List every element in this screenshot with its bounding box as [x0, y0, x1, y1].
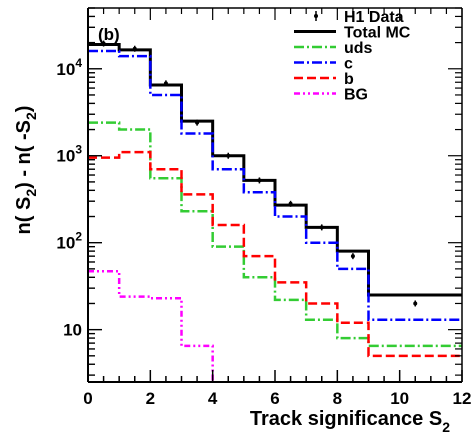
y-tick-label-base: 10	[56, 234, 75, 253]
data-point-marker	[257, 178, 262, 183]
y-tick-label-base: 10	[56, 147, 75, 166]
y-tick-label: 104	[56, 56, 82, 79]
series-c	[88, 49, 462, 321]
y-tick-label-base: 10	[63, 321, 82, 340]
data-point	[132, 45, 137, 52]
legend-label: BG	[344, 87, 368, 104]
panel-label: (b)	[98, 25, 120, 44]
y-tick-label-base: 10	[56, 60, 75, 79]
data-point-marker	[226, 153, 231, 158]
legend-entry-total-mc: Total MC	[294, 25, 411, 42]
data-point	[288, 200, 293, 207]
x-tick-label: 10	[390, 389, 409, 408]
y-axis-label-sub-2: 2	[23, 112, 39, 120]
data-point	[319, 224, 324, 231]
data-point-marker	[195, 120, 200, 125]
data-point	[226, 152, 231, 159]
x-tick-label: 2	[146, 389, 155, 408]
data-point	[257, 177, 262, 184]
data-point	[350, 253, 355, 260]
y-tick-label-exponent: 2	[75, 230, 82, 244]
y-tick-label: 103	[56, 143, 82, 166]
x-axis-label-subscript: 2	[442, 419, 450, 435]
legend-label: uds	[344, 40, 373, 57]
series-bg	[88, 269, 214, 382]
x-axis-label: Track significance S2	[250, 408, 450, 435]
data-point-marker	[288, 201, 293, 206]
y-tick-label-exponent: 3	[75, 143, 82, 157]
y-tick-label: 102	[56, 230, 82, 253]
legend-entry-uds: uds	[294, 40, 373, 57]
y-tick-label-exponent: 4	[75, 56, 82, 70]
x-tick-label: 8	[333, 389, 342, 408]
histograms	[88, 43, 462, 382]
x-tick-label: 0	[83, 389, 92, 408]
x-axis-label-main: Track significance S	[250, 408, 442, 430]
y-axis-label-part-2: ) - n( -S	[13, 120, 35, 189]
data-point-marker	[132, 46, 137, 51]
legend-entry-c: c	[294, 56, 353, 73]
data-point	[413, 300, 418, 307]
x-tick-label: 6	[270, 389, 279, 408]
legend-label: H1 Data	[344, 9, 404, 26]
data-point-marker	[163, 81, 168, 86]
data-point-marker	[350, 254, 355, 259]
series-uds	[88, 121, 462, 348]
data-point-marker	[101, 41, 106, 46]
legend-label: Total MC	[344, 25, 411, 42]
legend-entry-bg: BG	[294, 87, 368, 104]
x-tick-label: 12	[453, 389, 472, 408]
data-point-marker	[319, 225, 324, 230]
series-total-mc	[88, 43, 462, 297]
data-point	[163, 80, 168, 87]
y-axis-label-sub-1: 2	[23, 189, 39, 197]
legend-label: b	[344, 71, 354, 88]
legend-label: c	[344, 56, 353, 73]
legend-entry-h1-data: H1 Data	[314, 9, 404, 26]
series-b	[88, 150, 462, 358]
y-axis-label-part-1: n( S	[13, 197, 35, 235]
legend-entry-b: b	[294, 71, 354, 88]
y-axis-label-part-3: )	[13, 106, 35, 113]
data-point	[101, 40, 106, 47]
data-point-marker	[413, 301, 418, 306]
x-tick-label: 4	[208, 389, 218, 408]
y-axis-label: n( S2) - n( -S2)	[13, 106, 39, 235]
data-point	[195, 119, 200, 126]
y-tick-label: 10	[63, 321, 82, 340]
